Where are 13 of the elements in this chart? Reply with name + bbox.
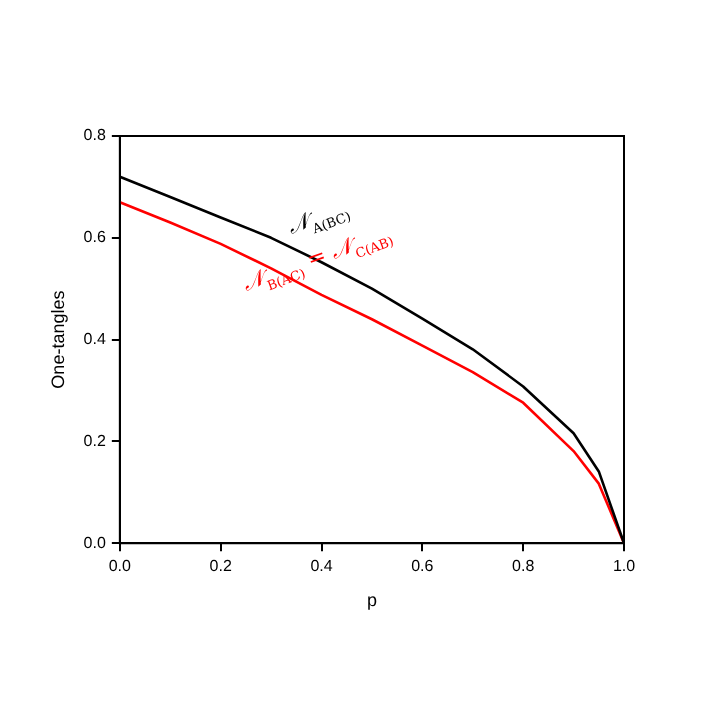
y-axis-title: One-tangles: [47, 289, 68, 389]
x-axis-title: p: [366, 590, 377, 611]
x-tick-label: 0.8: [512, 557, 536, 576]
y-tick-label: 0.2: [83, 431, 107, 450]
y-tick-label: 0.4: [83, 330, 107, 349]
x-tick-label: 0.6: [411, 557, 435, 576]
x-tick-label: 0.2: [209, 557, 233, 576]
y-tick-label: 0.8: [83, 126, 107, 145]
y-tick-label: 0.0: [83, 533, 107, 552]
x-tick-label: 0.0: [108, 557, 133, 576]
x-tick-label: 1.0: [612, 557, 637, 576]
y-tick-label: 0.6: [83, 228, 107, 247]
x-tick-label: 0.4: [310, 557, 334, 576]
